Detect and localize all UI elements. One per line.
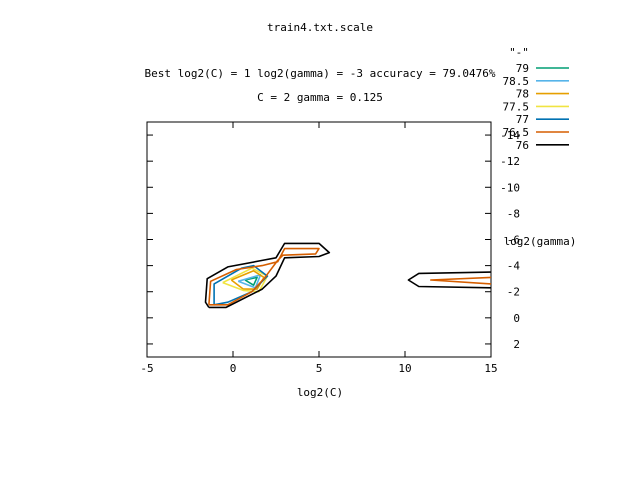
x-axis-label: log2(C): [297, 386, 343, 399]
contour-line-77: [213, 264, 269, 306]
contour-line-77-5: [222, 267, 269, 293]
contour-line-79: [244, 276, 258, 287]
contour-line-76: [204, 242, 331, 309]
y-tick-label: 0: [513, 312, 520, 325]
y-tick-label: -4: [507, 260, 521, 273]
x-tick-label: 10: [398, 362, 411, 375]
legend-label: 77: [516, 113, 529, 126]
contour-line-78-5: [237, 273, 262, 289]
y-tick-label: -6: [507, 234, 520, 247]
x-tick-label: -5: [140, 362, 153, 375]
x-tick-label: 0: [230, 362, 237, 375]
x-axis-ticks: -5 0 5 10 15: [140, 122, 498, 375]
legend-label: 76.5: [503, 126, 530, 139]
y-tick-label: -8: [507, 207, 520, 220]
y-axis-label: log2(gamma): [504, 235, 577, 248]
x-tick-label: 15: [484, 362, 497, 375]
plot-frame: [146, 121, 492, 358]
legend-label: 76: [516, 139, 529, 152]
chart-subtitle-best: Best log2(C) = 1 log2(gamma) = -3 accura…: [145, 67, 496, 80]
y-tick-label: -14: [500, 129, 520, 142]
contour-line-76-5: [208, 247, 320, 306]
legend-label: 79: [516, 62, 529, 75]
contour-lines: [204, 242, 492, 309]
legend-label: 78.5: [503, 75, 530, 88]
y-axis-ticks: -14 -12 -10 -8 -6 -4 -2 0 2: [147, 129, 520, 351]
contour-line-76-5: [429, 276, 492, 285]
chart-title: train4.txt.scale: [267, 21, 373, 34]
y-tick-label: 2: [513, 338, 520, 351]
x-tick-label: 5: [316, 362, 323, 375]
legend-label: 78: [516, 88, 529, 101]
contour-line-76: [407, 271, 492, 289]
chart-subtitle-params: C = 2 gamma = 0.125: [257, 91, 383, 104]
y-tick-label: -2: [507, 286, 520, 299]
legend-title: "-": [509, 46, 529, 59]
y-tick-label: -10: [500, 181, 520, 194]
y-tick-label: -12: [500, 155, 520, 168]
legend-label: 77.5: [503, 100, 530, 113]
